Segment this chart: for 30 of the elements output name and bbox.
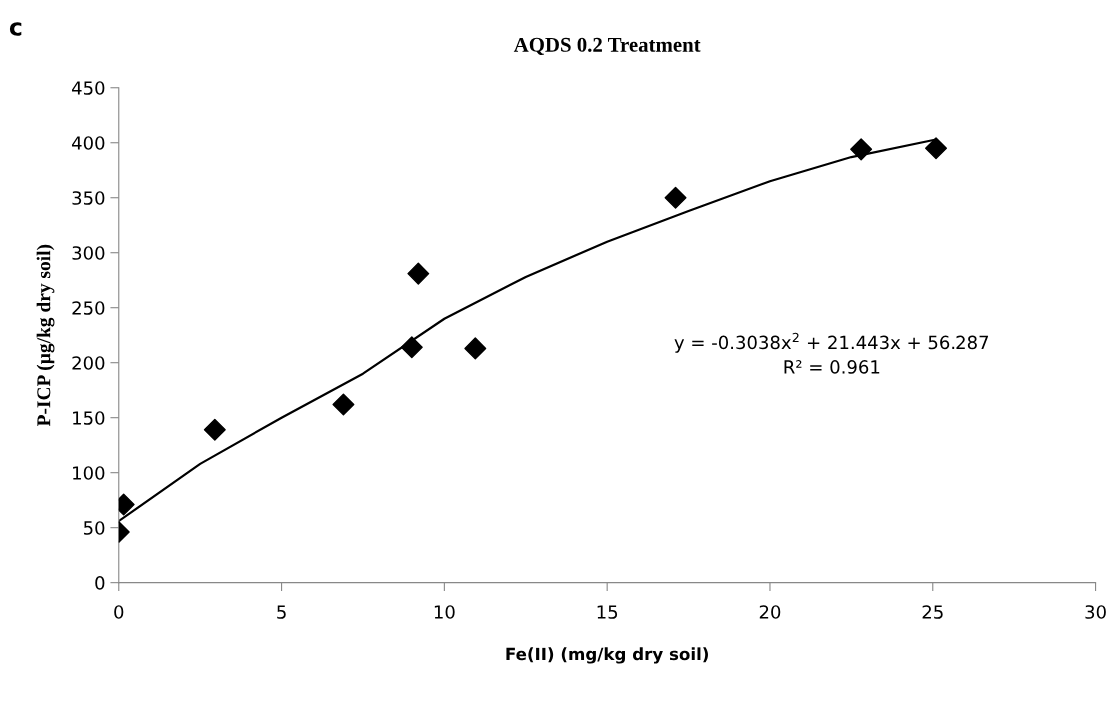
point <box>664 186 687 209</box>
point <box>925 137 948 160</box>
point <box>407 262 430 285</box>
y-tick-label: 50 <box>83 521 105 535</box>
y-tick-label: 100 <box>73 466 105 480</box>
y-tick-label: 200 <box>72 356 105 370</box>
y-tick-label: 450 <box>72 81 105 95</box>
y-tick-label: 150 <box>73 411 105 425</box>
annotation: y = -0.3038x$^{2}$ + 21.443x + 56.287 R² = 0.961 <box>674 332 989 374</box>
y-axis-title: P-ICP (µg/kg dry soil) <box>36 244 55 427</box>
x-tick-label: 15 <box>597 605 618 619</box>
x-tick-label: 0 <box>114 605 124 619</box>
y-tick-label: 350 <box>72 191 105 205</box>
point <box>850 138 873 161</box>
point <box>203 418 226 441</box>
y-tick-label: 400 <box>72 136 105 150</box>
y-tick-label: 250 <box>72 301 105 315</box>
y-tick-label: 0 <box>95 576 105 590</box>
y-tick-label: 300 <box>72 246 105 260</box>
point <box>332 393 355 416</box>
x-tick-label: 20 <box>759 605 781 619</box>
x-tick-label: 5 <box>277 605 286 619</box>
text: c <box>9 22 22 36</box>
x-tick-label: 10 <box>434 605 455 619</box>
x-tick-label: 25 <box>922 605 943 619</box>
x-axis-title: Fe(II) (mg/kg dry soil) <box>506 647 708 664</box>
chart-title: AQDS 0.2 Treatment <box>513 37 701 56</box>
x-tick-label: 30 <box>1085 605 1106 619</box>
point <box>400 336 423 359</box>
point <box>464 337 487 360</box>
